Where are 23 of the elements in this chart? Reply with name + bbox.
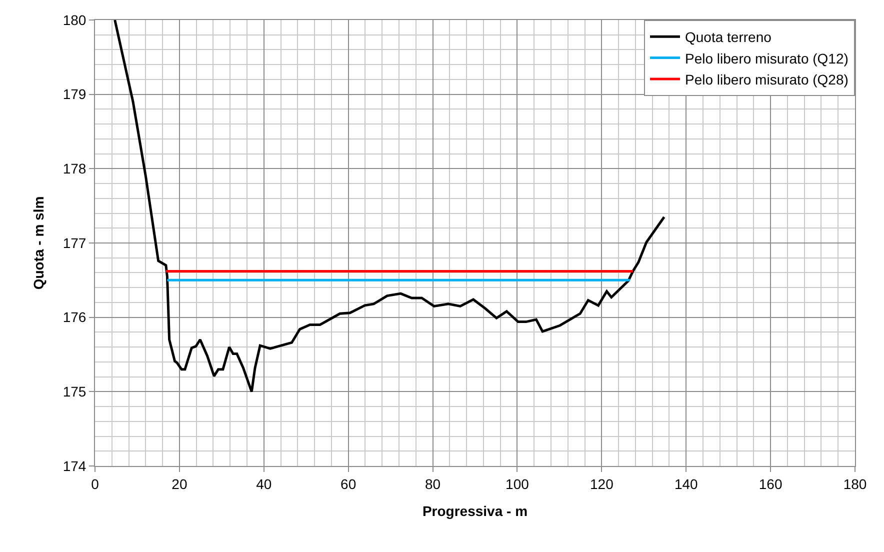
x-tick-label: 80 [424,476,441,492]
x-tick-label: 100 [506,476,530,492]
y-axis-title: Quota - m slm [30,196,46,290]
x-tick-label: 140 [674,476,698,492]
x-tick-label: 60 [340,476,356,492]
legend-label: Quota terreno [685,29,772,46]
y-tick-label: 177 [62,234,86,251]
y-tick-label: 178 [62,160,86,177]
y-tick-label: 176 [62,309,86,326]
legend-label: Pelo libero misurato (Q12) [685,50,848,66]
x-tick-label: 40 [256,476,272,492]
y-tick-label: 175 [62,384,86,400]
x-tick-label: 20 [172,476,188,492]
legend-label: Pelo libero misurato (Q28) [685,71,848,88]
x-tick-label: 160 [758,476,782,492]
x-axis-title: Progressiva - m [422,503,528,520]
x-tick-label: 0 [91,476,100,492]
y-tick-label: 179 [62,86,86,102]
line-series [114,20,666,393]
x-tick-label: 120 [590,476,614,492]
y-tick-label: 180 [62,12,86,28]
y-tick-label: 174 [62,458,86,474]
x-tick-label: 180 [843,476,867,492]
